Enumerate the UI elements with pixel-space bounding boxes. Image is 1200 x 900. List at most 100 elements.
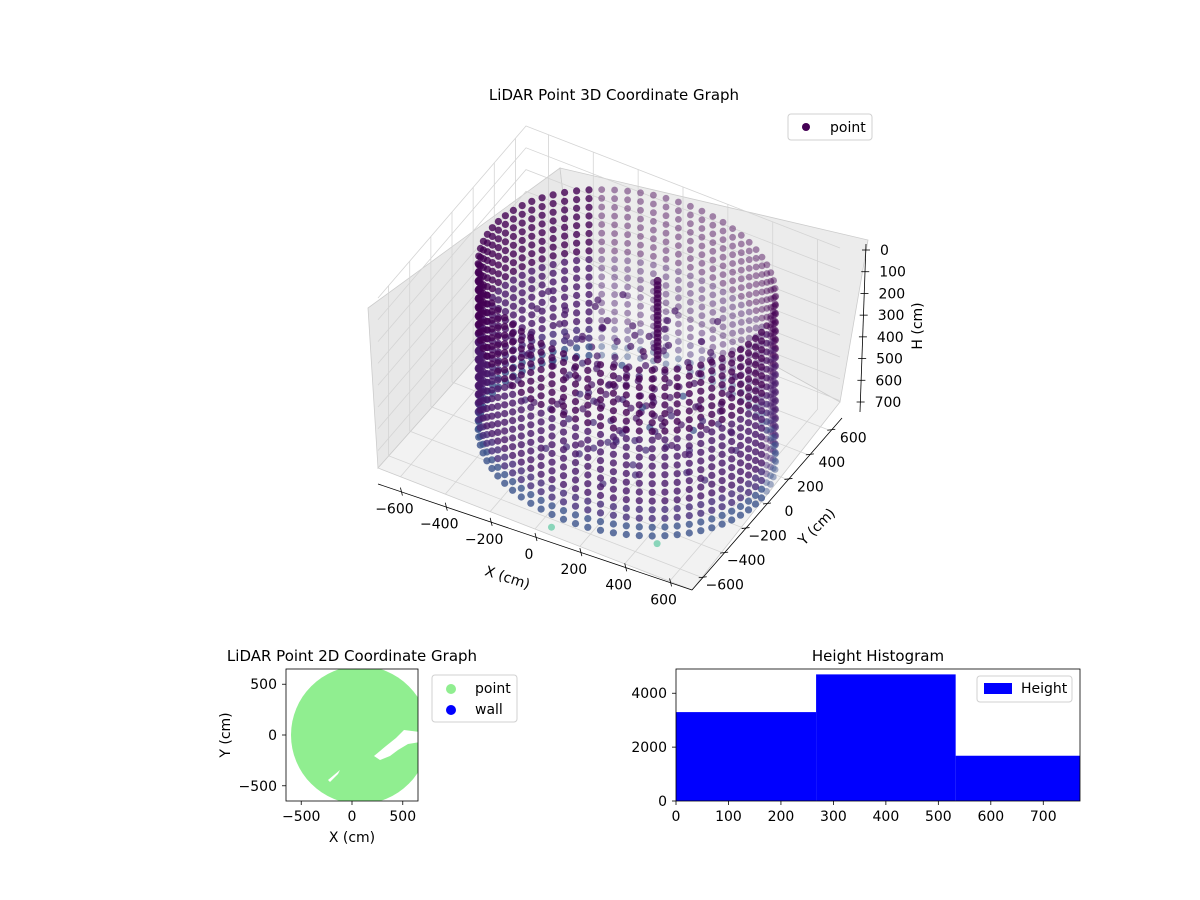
cloud-point [662,308,670,315]
cloud-point [736,407,745,415]
cloud-point [483,291,491,299]
cloud-point [537,409,545,417]
cloud-point [622,478,630,486]
cloud-point [548,415,556,423]
cloud-point [737,284,745,291]
cloud-point [635,462,643,470]
cloud-point [675,346,682,354]
cloud-point [744,436,753,444]
cloud-point [635,383,643,391]
cloud-point [609,442,618,450]
cloud-point [517,484,525,492]
cloud-point [538,246,546,254]
cloud-point [635,401,643,409]
cloud-point [501,392,509,400]
cloud-point [757,424,766,432]
cloud-point [640,352,648,360]
cloud-point [661,479,669,487]
cloud-point [548,476,556,484]
cloud-point [637,267,644,275]
cloud-point [771,415,779,423]
cloud-point [548,502,556,510]
cloud-point [661,523,669,531]
cloud-point [752,324,760,332]
cloud-point [728,359,736,367]
cloud-point [752,315,760,323]
cloud-point [719,288,727,296]
cloud-point [697,466,705,474]
cloud-point [517,388,525,396]
cloud-point [494,472,502,480]
cloud-point [763,392,771,399]
histogram-frame [675,668,1081,802]
cloud-point [527,456,535,464]
cloud-point [611,195,618,203]
cloud-point [769,412,777,420]
cloud-point [622,435,630,443]
cloud-point [537,505,545,513]
cloud-point [548,441,556,449]
cloud-point [697,337,706,346]
cloud-point [508,390,517,398]
cloud-point [728,464,736,472]
cloud-point [613,337,621,345]
histogram-bar [676,712,817,801]
cloud-point [698,321,706,328]
cloud-point [561,250,569,258]
cloud-point [573,196,581,204]
cloud-point [585,273,593,281]
cloud-point [709,247,717,255]
histogram-x-tick-label: 0 [672,809,681,825]
cloud-point [709,239,717,247]
y-axis-label: Y (cm) [795,506,839,550]
cloud-point [662,203,670,211]
cloud-point [758,323,766,331]
cloud-point [611,353,619,362]
cloud-point [744,401,753,409]
cloud-point [673,496,681,504]
cloud-point [771,293,779,301]
cloud-point [718,503,726,511]
cloud-point [527,473,535,481]
cloud-point [508,338,517,346]
cloud-point [769,447,777,455]
cloud-point [501,357,509,365]
cloud-point [598,282,606,289]
cloud-point [744,471,753,479]
cloud-point [728,498,736,507]
cloud-point [528,197,536,205]
cloud-point [673,452,681,460]
cloud-point [501,212,509,220]
cloud-point [675,224,682,232]
cloud-point [622,513,630,521]
cloud-point [604,438,612,446]
cloud-point [611,273,618,281]
cloud-point [561,284,569,292]
cloud-point [708,498,716,506]
cloud-point [637,337,644,345]
cloud-point [728,455,736,463]
cloud-point [549,339,557,347]
cloud-point [757,328,766,336]
cloud-point [527,482,535,490]
scatter-2d-x-ticks: −500 0 500 [282,801,416,825]
cloud-point [772,301,780,309]
cloud-point [501,308,509,316]
cloud-point [763,357,771,365]
cloud-point [675,355,682,363]
cloud-point [767,411,774,418]
cloud-point [661,410,669,418]
cloud-point [770,434,777,441]
cloud-point [585,343,593,351]
cloud-point [663,317,672,325]
cloud-point [609,485,618,493]
cloud-point [508,408,517,416]
chart-histogram: Height Histogram 0 100 200 300 400 500 600 700 … [631,647,1081,825]
cloud-point [483,230,491,238]
outlier-point [653,540,661,548]
cloud-point [718,477,726,485]
cloud-point [708,384,716,392]
cloud-point [573,326,581,334]
cloud-point [719,332,727,339]
cloud-point [767,400,775,407]
